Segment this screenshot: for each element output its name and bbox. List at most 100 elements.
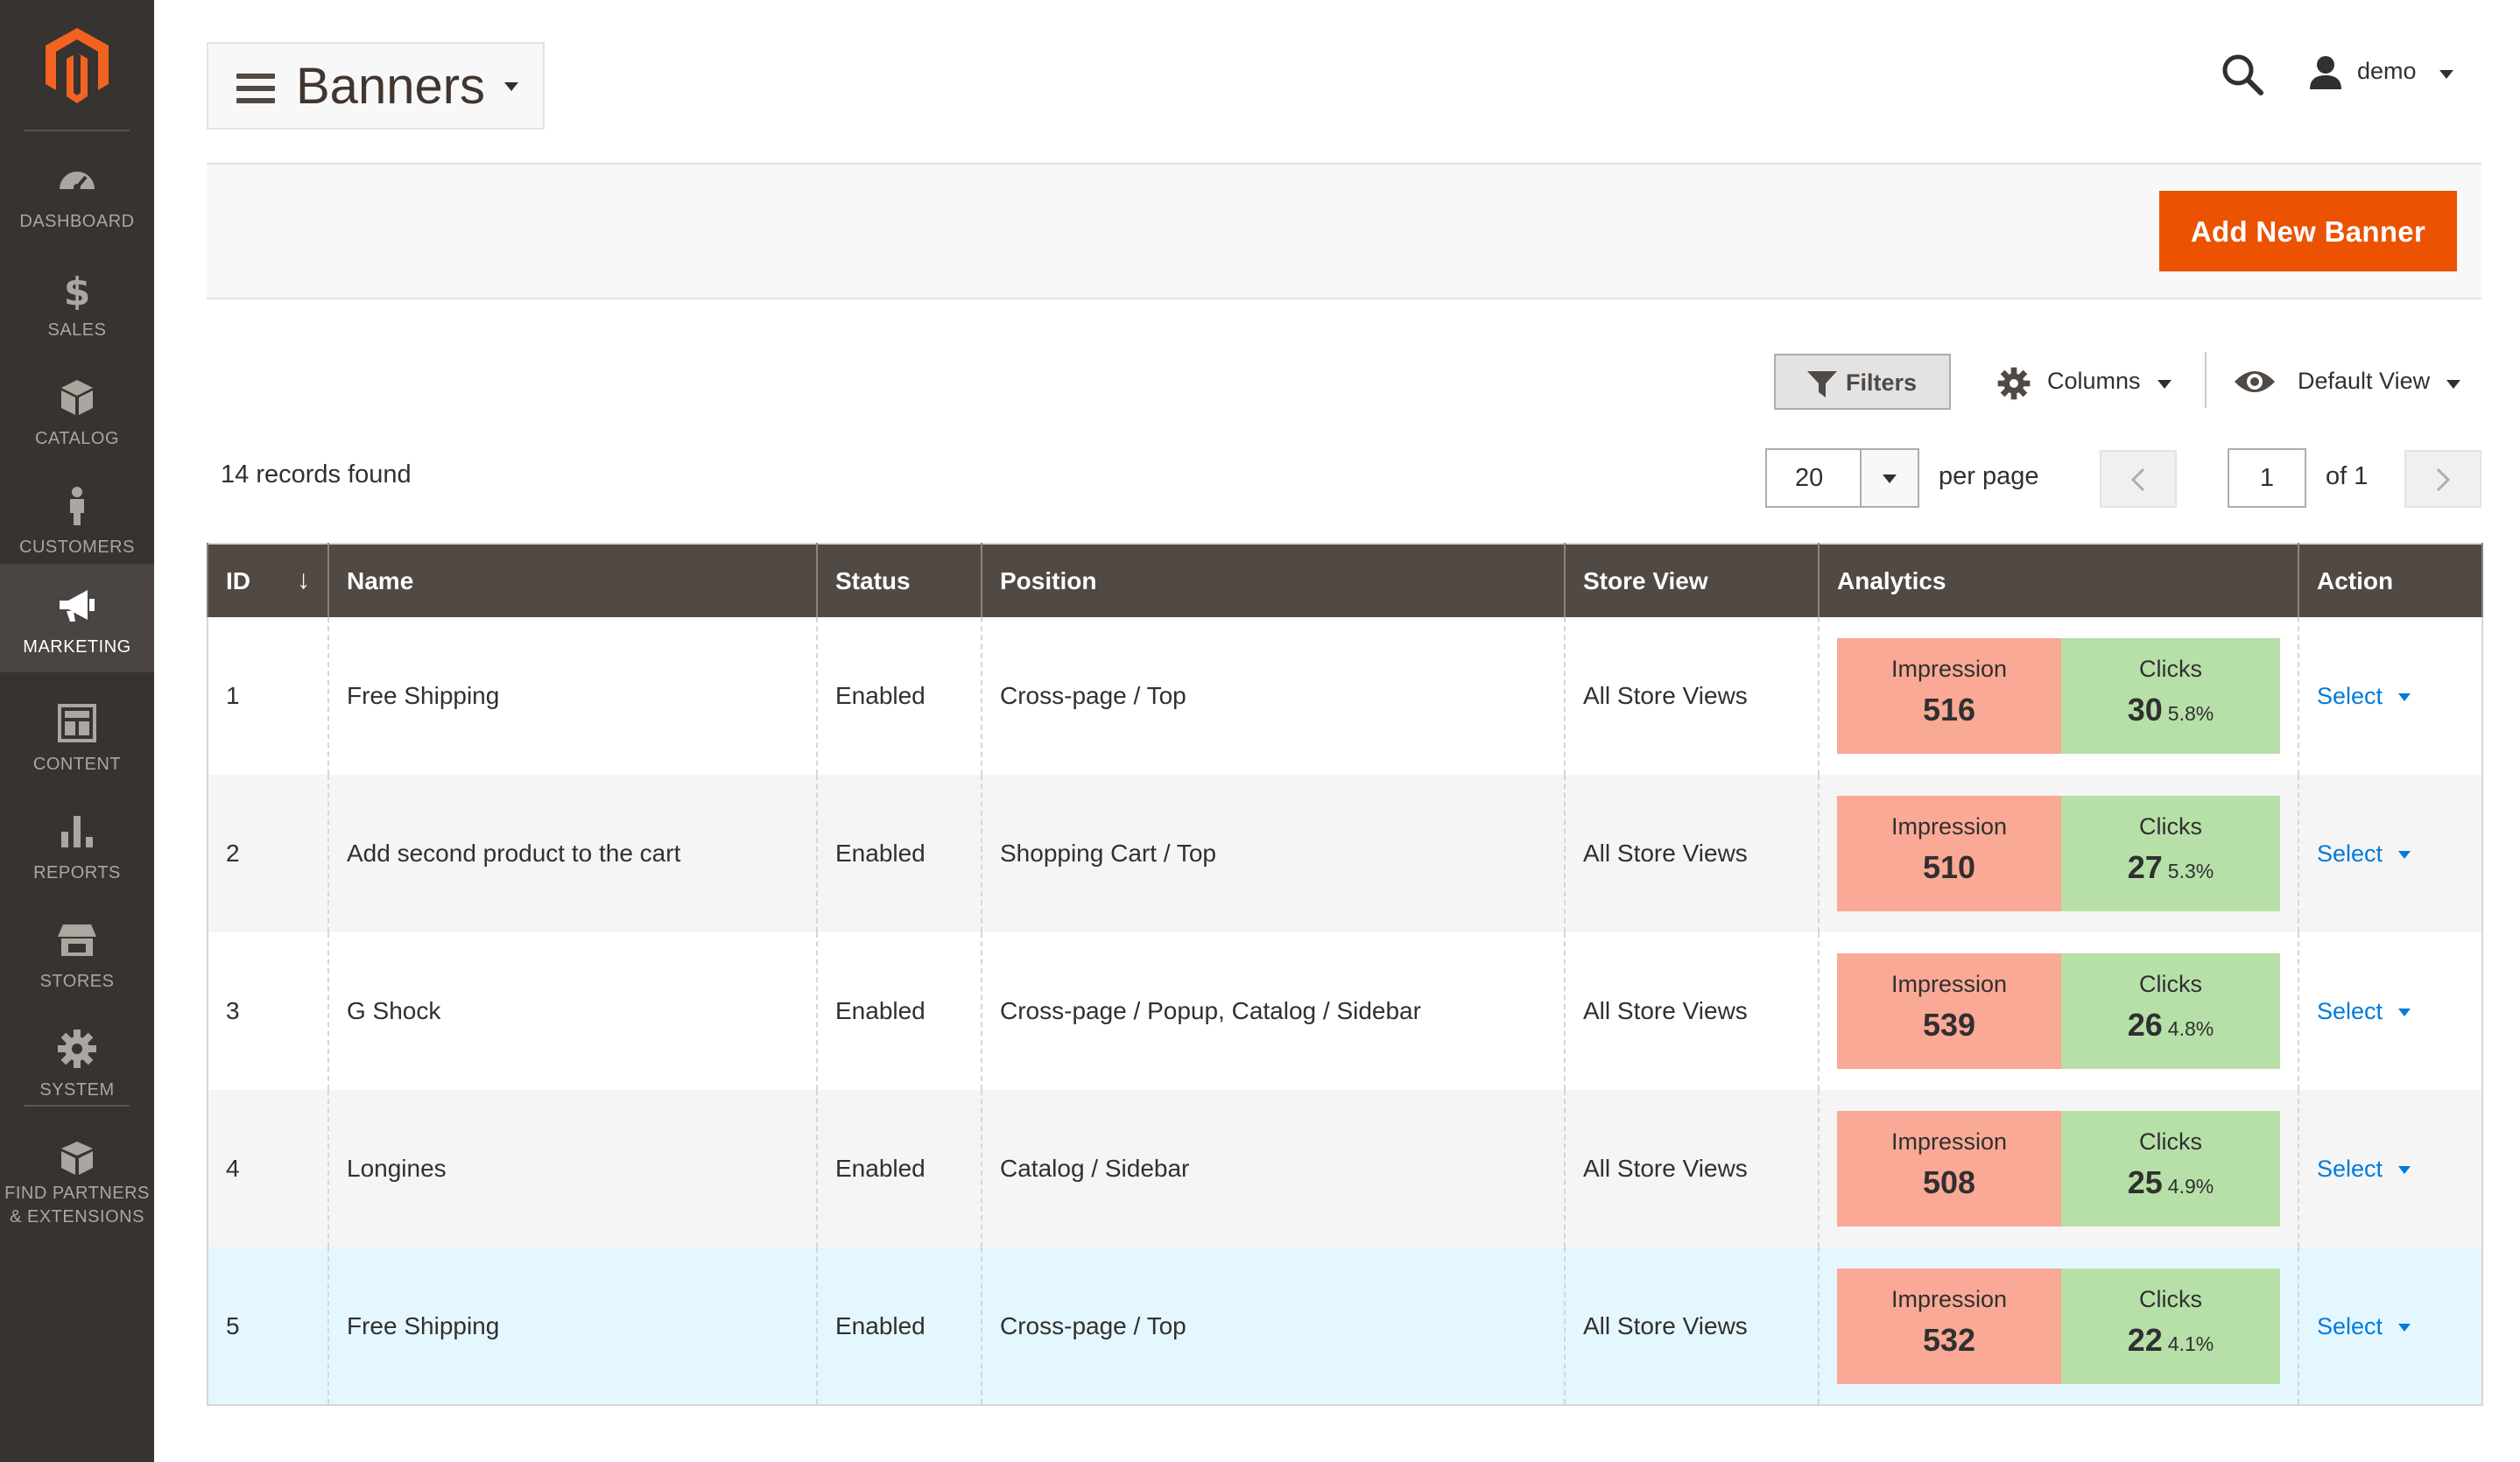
page-title-switcher[interactable]: Banners: [207, 42, 545, 130]
row-action-select[interactable]: Select: [2317, 683, 2411, 710]
gear-icon: [58, 1030, 96, 1068]
user-menu-name[interactable]: demo: [2357, 58, 2417, 84]
sidebar-item-label: CONTENT: [32, 755, 122, 774]
cell-id: 3: [207, 932, 329, 1090]
megaphone-icon: [60, 590, 95, 622]
filters-button[interactable]: Filters: [1774, 354, 1951, 410]
table-row[interactable]: 1 Free Shipping Enabled Cross-page / Top…: [207, 617, 2483, 775]
impression-value: 510: [1922, 849, 1976, 885]
dashboard-icon: [60, 172, 95, 191]
cell-action: Select: [2298, 617, 2483, 775]
sidebar-item-sales[interactable]: $ SALES: [0, 256, 154, 364]
clicks-value: 25: [2127, 1164, 2163, 1200]
sidebar-item-reports[interactable]: REPORTS: [0, 798, 154, 907]
column-header-store-view[interactable]: Store View: [1564, 544, 1820, 617]
impression-box: Impression 532: [1837, 1268, 2061, 1384]
row-action-select[interactable]: Select: [2317, 1313, 2411, 1340]
add-new-banner-button[interactable]: Add New Banner: [2159, 191, 2457, 271]
clicks-box: Clicks 25 4.9%: [2061, 1111, 2280, 1227]
per-page-select[interactable]: 20: [1765, 448, 1919, 508]
clicks-value-line: 26 4.8%: [2061, 1007, 2280, 1044]
table-row[interactable]: 2 Add second product to the cart Enabled…: [207, 775, 2483, 932]
impression-box: Impression 508: [1837, 1111, 2061, 1227]
column-header-status[interactable]: Status: [816, 544, 982, 617]
caret-down-icon: [2398, 1323, 2411, 1332]
records-count: 14 records found: [221, 460, 412, 489]
sidebar-item-system[interactable]: SYSTEM: [0, 1016, 154, 1124]
impression-label: Impression: [1890, 971, 2008, 997]
table-row[interactable]: 4 Longines Enabled Catalog / Sidebar All…: [207, 1090, 2483, 1248]
sidebar-item-label: SALES: [47, 320, 107, 340]
column-header-position[interactable]: Position: [981, 544, 1566, 617]
ctr-value: 4.9%: [2167, 1175, 2214, 1198]
ctr-value: 4.1%: [2167, 1332, 2214, 1355]
table-row[interactable]: 5 Free Shipping Enabled Cross-page / Top…: [207, 1248, 2483, 1405]
analytics-widget: Impression 516 Clicks 30 5.8%: [1837, 638, 2280, 754]
clicks-value-line: 30 5.8%: [2061, 692, 2280, 728]
caret-down-icon[interactable]: [2439, 70, 2453, 79]
sidebar-item-dashboard[interactable]: DASHBOARD: [0, 147, 154, 256]
select-label: Select: [2317, 1156, 2383, 1182]
row-action-select[interactable]: Select: [2317, 998, 2411, 1025]
select-label: Select: [2317, 1312, 2383, 1339]
sidebar-item-stores[interactable]: STORES: [0, 907, 154, 1016]
sidebar-item-label: STORES: [39, 972, 115, 991]
sidebar-item-label: CUSTOMERS: [19, 538, 135, 557]
cell-analytics: Impression 510 Clicks 27 5.3%: [1818, 775, 2299, 932]
column-header-name[interactable]: Name: [327, 544, 818, 617]
grid-header-row: ID ↓ Name Status Position Store View Anal…: [207, 544, 2483, 617]
clicks-box: Clicks 22 4.1%: [2061, 1268, 2280, 1384]
clicks-value: 22: [2127, 1321, 2163, 1358]
cell-position: Cross-page / Popup, Catalog / Sidebar: [981, 932, 1566, 1090]
impression-box: Impression 510: [1837, 796, 2061, 911]
impression-box: Impression 516: [1837, 638, 2061, 754]
sidebar-item-customers[interactable]: CUSTOMERS: [0, 473, 154, 581]
caret-down-icon: [2398, 1009, 2411, 1016]
sidebar-item-label: REPORTS: [33, 863, 121, 882]
impression-label: Impression: [1890, 1128, 2008, 1155]
cell-status: Enabled: [816, 932, 982, 1090]
user-icon[interactable]: [2308, 54, 2343, 89]
search-icon[interactable]: [2221, 53, 2264, 96]
column-header-label: Action: [2317, 566, 2394, 594]
row-action-select[interactable]: Select: [2317, 1156, 2411, 1183]
previous-page-button[interactable]: [2100, 450, 2177, 508]
sidebar-item-catalog[interactable]: CATALOG: [0, 364, 154, 473]
svg-text:$: $: [64, 270, 91, 310]
cell-action: Select: [2298, 775, 2483, 932]
caret-down-icon: [504, 82, 518, 91]
cell-status: Enabled: [816, 1090, 982, 1248]
caret-down-icon: [1883, 474, 1897, 483]
select-label: Select: [2317, 683, 2383, 709]
admin-sidebar: DASHBOARD $ SALES CATALOG CUSTOMERS MARK…: [0, 0, 154, 1462]
cell-id: 5: [207, 1248, 329, 1405]
sidebar-item-marketing[interactable]: MARKETING: [0, 564, 154, 672]
cell-position: Cross-page / Top: [981, 617, 1566, 775]
column-header-analytics[interactable]: Analytics: [1818, 544, 2299, 617]
analytics-widget: Impression 510 Clicks 27 5.3%: [1837, 796, 2280, 911]
sidebar-item-label: MARKETING: [23, 637, 131, 657]
columns-label: Columns: [2047, 368, 2141, 394]
sidebar-item-find-partners[interactable]: FIND PARTNERS & EXTENSIONS: [0, 1126, 154, 1257]
row-action-select[interactable]: Select: [2317, 840, 2411, 868]
caret-down-icon: [2398, 851, 2411, 859]
table-row[interactable]: 3 G Shock Enabled Cross-page / Popup, Ca…: [207, 932, 2483, 1090]
chevron-left-icon: [2130, 467, 2145, 492]
next-page-button[interactable]: [2404, 450, 2481, 508]
analytics-widget: Impression 508 Clicks 25 4.9%: [1837, 1111, 2280, 1227]
clicks-label: Clicks: [2139, 1285, 2202, 1312]
magento-logo[interactable]: [42, 26, 112, 105]
filter-icon: [1807, 371, 1837, 397]
cell-action: Select: [2298, 1090, 2483, 1248]
impression-value: 532: [1922, 1321, 1976, 1358]
banners-grid: ID ↓ Name Status Position Store View Anal…: [207, 543, 2483, 1406]
ctr-value: 5.8%: [2167, 702, 2214, 725]
clicks-label: Clicks: [2139, 971, 2202, 997]
sidebar-item-label: DASHBOARD: [19, 212, 135, 231]
dollar-icon: $: [64, 270, 91, 310]
sidebar-item-content[interactable]: CONTENT: [0, 690, 154, 798]
page-number-input[interactable]: 1: [2228, 448, 2306, 508]
column-header-id[interactable]: ID ↓: [207, 544, 329, 617]
gear-icon: [1997, 367, 2031, 400]
per-page-toggle[interactable]: [1860, 450, 1918, 506]
